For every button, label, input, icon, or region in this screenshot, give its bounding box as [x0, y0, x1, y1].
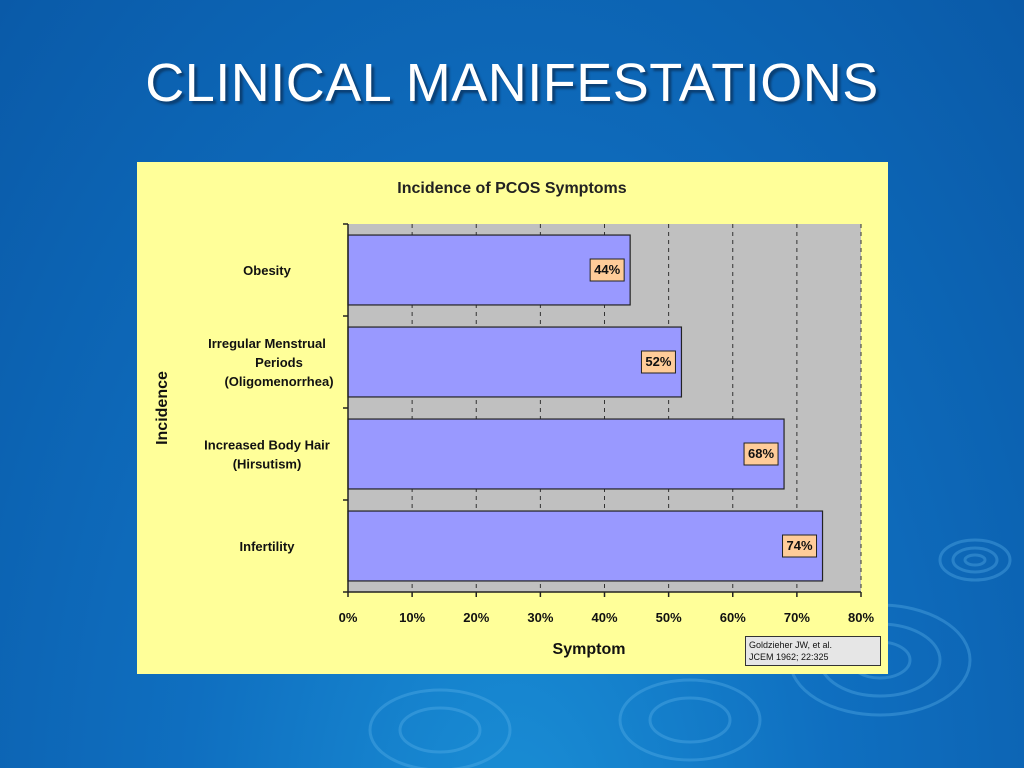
- category-label: Obesity: [243, 263, 291, 278]
- category-label: Irregular Menstrual: [208, 336, 326, 351]
- data-label-box: [743, 442, 779, 466]
- chart-panel: Incidence of PCOS Symptoms 44% Obesity 52% I…: [137, 162, 888, 674]
- x-tick-label: 0%: [339, 610, 358, 625]
- data-label-box: [589, 258, 625, 282]
- x-tick-label: 60%: [720, 610, 746, 625]
- category-label: (Hirsutism): [233, 457, 302, 472]
- x-tick-label: 80%: [848, 610, 874, 625]
- data-label: 52%: [645, 354, 671, 369]
- bar: [347, 234, 631, 306]
- citation-box: Goldzieher JW, et al. JCEM 1962; 22:325: [745, 636, 881, 666]
- data-label-box: [782, 534, 818, 558]
- data-label: 74%: [787, 538, 813, 553]
- x-tick-label: 10%: [399, 610, 425, 625]
- citation-line-2: JCEM 1962; 22:325: [749, 652, 829, 662]
- x-tick-label: 20%: [463, 610, 489, 625]
- category-label: (Oligomenorrhea): [224, 374, 333, 389]
- x-tick-label: 30%: [527, 610, 553, 625]
- x-tick-label: 50%: [656, 610, 682, 625]
- bar: [347, 510, 824, 582]
- chart-title: Incidence of PCOS Symptoms: [397, 180, 626, 197]
- data-label-box: [640, 350, 676, 374]
- x-tick-label: 70%: [784, 610, 810, 625]
- y-axis-title: Incidence: [154, 371, 171, 445]
- citation-line-1: Goldzieher JW, et al.: [749, 640, 833, 650]
- slide-title: CLINICAL MANIFESTATIONS: [145, 53, 879, 113]
- data-label: 44%: [594, 262, 620, 277]
- bar: [347, 418, 785, 490]
- data-label: 68%: [748, 446, 774, 461]
- category-label: Increased Body Hair: [204, 438, 330, 453]
- x-tick-label: 40%: [591, 610, 617, 625]
- category-label: Infertility: [240, 539, 296, 554]
- pcos-bar-chart: Incidence of PCOS Symptoms 44% Obesity 52% I…: [154, 180, 874, 658]
- bar: [347, 326, 683, 398]
- category-label: Periods: [255, 355, 303, 370]
- x-axis-title: Symptom: [553, 641, 626, 658]
